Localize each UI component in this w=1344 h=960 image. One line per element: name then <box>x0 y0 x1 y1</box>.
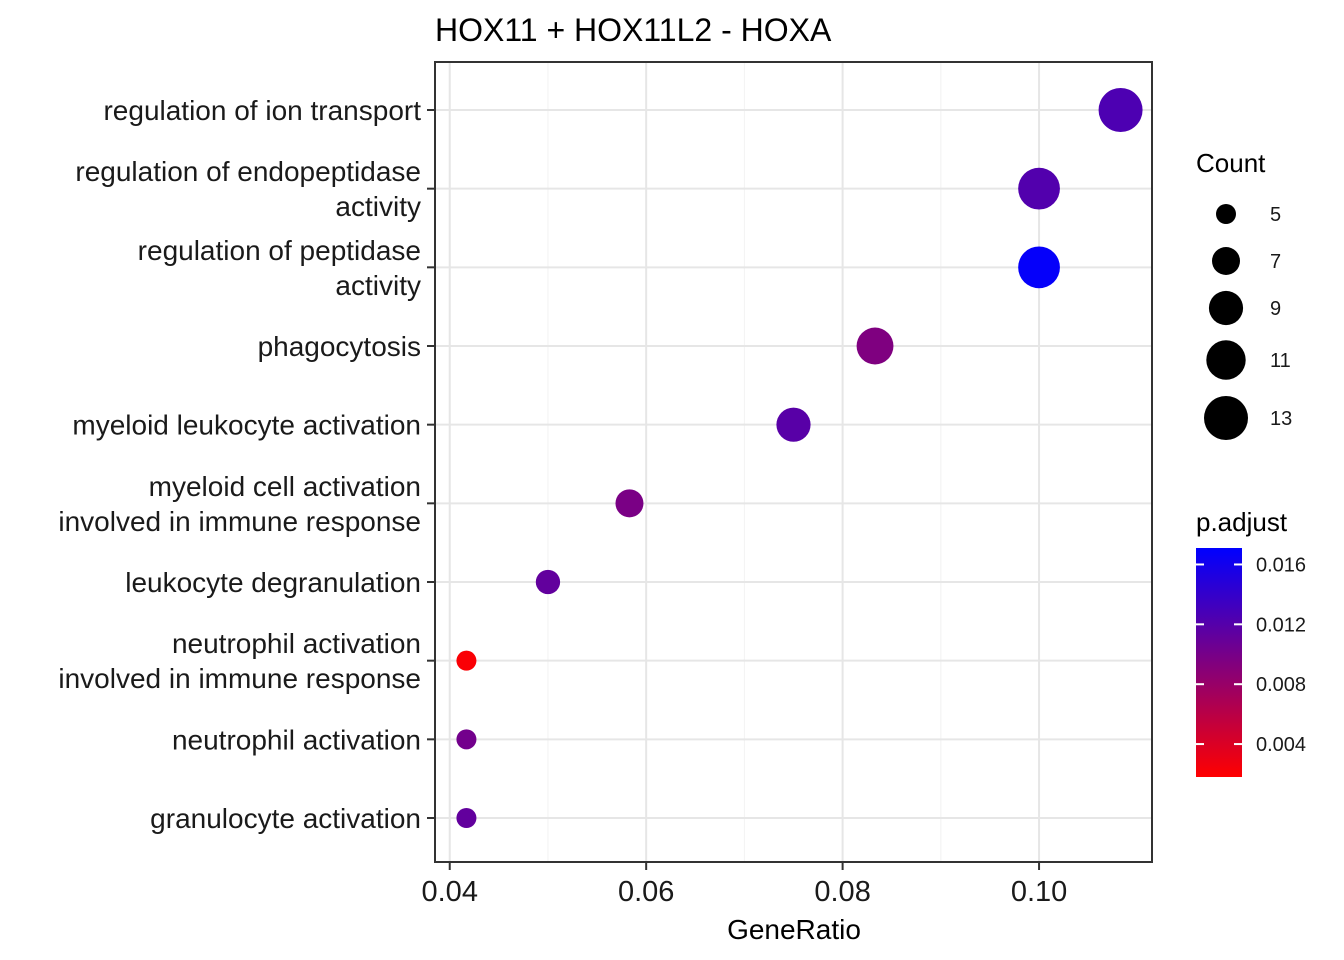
x-tick-label: 0.04 <box>422 876 478 908</box>
color-legend-bar <box>1196 548 1242 777</box>
y-tick-label: myeloid leukocyte activation <box>72 410 421 441</box>
data-point <box>1018 246 1060 289</box>
data-point <box>1018 167 1060 210</box>
color-legend-label: 0.012 <box>1256 614 1306 636</box>
data-point <box>535 569 561 595</box>
color-legend-label: 0.004 <box>1256 734 1306 756</box>
y-tick-label: neutrophil activation <box>172 628 421 659</box>
data-point <box>456 729 477 750</box>
size-legend-key <box>1212 247 1240 275</box>
y-tick-label: involved in immune response <box>58 663 421 694</box>
y-tick-label: regulation of ion transport <box>103 95 421 126</box>
size-legend-key <box>1206 340 1246 380</box>
size-legend: Count 5 7 9 11 13 <box>1196 148 1292 440</box>
y-tick-label: activity <box>335 270 421 301</box>
color-legend-label: 0.008 <box>1256 674 1306 696</box>
data-point <box>856 327 894 365</box>
size-legend-key <box>1204 396 1248 440</box>
y-tick-label: activity <box>335 191 421 222</box>
data-point <box>1098 88 1143 132</box>
x-tick-label: 0.10 <box>1011 876 1067 908</box>
color-legend: p.adjust 0.004 0.008 0.012 0.016 <box>1196 507 1306 777</box>
y-tick-label: leukocyte degranulation <box>125 567 421 598</box>
plot-panel <box>434 61 1153 863</box>
data-point <box>456 808 477 828</box>
x-axis: 0.04 0.06 0.08 0.10 <box>422 862 1067 908</box>
y-tick-label: involved in immune response <box>58 506 421 537</box>
size-legend-label: 5 <box>1270 204 1281 226</box>
size-legend-key <box>1216 204 1236 224</box>
y-tick-label: regulation of peptidase <box>138 235 421 266</box>
data-point <box>776 407 811 442</box>
color-legend-title: p.adjust <box>1196 507 1288 537</box>
x-tick-label: 0.06 <box>618 876 674 908</box>
size-legend-key <box>1208 290 1244 326</box>
data-point <box>456 650 477 671</box>
y-tick-label: neutrophil activation <box>172 724 421 755</box>
data-point <box>615 489 644 518</box>
y-tick-label: regulation of endopeptidase <box>75 156 421 187</box>
plot-border <box>434 61 1153 863</box>
chart-title: HOX11 + HOX11L2 - HOXA <box>435 12 832 48</box>
color-legend-label: 0.016 <box>1256 554 1306 576</box>
x-tick-label: 0.08 <box>814 876 870 908</box>
size-legend-label: 13 <box>1270 408 1292 430</box>
y-tick-label: phagocytosis <box>258 331 421 362</box>
size-legend-label: 7 <box>1270 251 1281 273</box>
y-tick-label: myeloid cell activation <box>149 471 421 502</box>
y-tick-label: granulocyte activation <box>150 803 421 834</box>
size-legend-title: Count <box>1196 148 1266 178</box>
x-axis-title: GeneRatio <box>727 914 861 945</box>
size-legend-label: 9 <box>1270 298 1281 320</box>
size-legend-label: 11 <box>1270 350 1291 372</box>
y-axis-labels: regulation of ion transport regulation of… <box>58 95 435 834</box>
